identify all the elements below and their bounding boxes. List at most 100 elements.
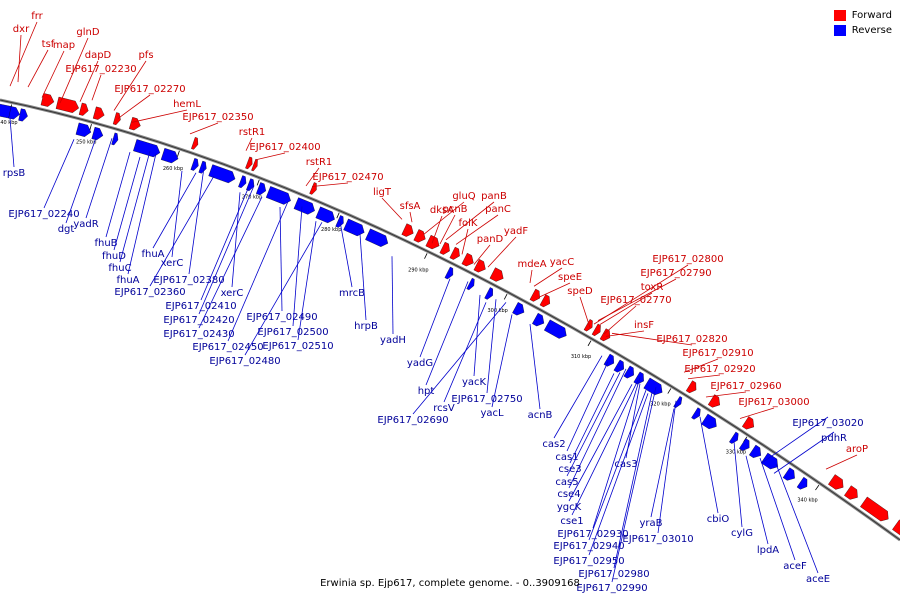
reverse-gene-block[interactable] bbox=[91, 126, 105, 141]
reverse-gene-block[interactable] bbox=[603, 353, 617, 368]
reverse-gene-block[interactable] bbox=[315, 206, 337, 225]
forward-gene-label[interactable]: pcnB bbox=[442, 204, 467, 215]
reverse-gene-label[interactable]: EJP617_02490 bbox=[246, 312, 317, 323]
reverse-gene-block[interactable] bbox=[623, 365, 637, 380]
reverse-gene-block[interactable] bbox=[133, 139, 161, 158]
reverse-gene-block[interactable] bbox=[739, 438, 752, 452]
reverse-gene-block[interactable] bbox=[444, 266, 456, 280]
forward-gene-label[interactable]: map bbox=[53, 40, 75, 51]
forward-gene-label[interactable]: EJP617_02920 bbox=[684, 364, 755, 375]
reverse-gene-label[interactable]: EJP617_03020 bbox=[792, 418, 863, 429]
forward-gene-block[interactable] bbox=[413, 229, 428, 244]
reverse-gene-label[interactable]: EJP617_02510 bbox=[262, 341, 333, 352]
reverse-gene-block[interactable] bbox=[8, 106, 21, 120]
reverse-gene-block[interactable] bbox=[729, 431, 741, 445]
forward-gene-label[interactable]: tsf bbox=[42, 39, 55, 50]
forward-gene-block[interactable] bbox=[401, 223, 416, 239]
forward-gene-block[interactable] bbox=[55, 96, 80, 114]
forward-gene-label[interactable]: EJP617_02270 bbox=[114, 84, 185, 95]
reverse-gene-block[interactable] bbox=[365, 228, 390, 249]
reverse-gene-label[interactable]: aceF bbox=[783, 561, 807, 572]
forward-gene-block[interactable] bbox=[449, 246, 463, 261]
reverse-gene-block[interactable] bbox=[701, 413, 719, 432]
reverse-gene-label[interactable]: fhuB bbox=[94, 238, 117, 249]
reverse-gene-block[interactable] bbox=[111, 132, 120, 146]
reverse-gene-block[interactable] bbox=[75, 122, 93, 138]
reverse-gene-label[interactable]: dgt bbox=[58, 224, 75, 235]
forward-gene-label[interactable]: rstR1 bbox=[306, 157, 333, 168]
reverse-gene-label[interactable]: cse1 bbox=[560, 516, 583, 527]
reverse-gene-label[interactable]: EJP617_03010 bbox=[622, 534, 693, 545]
reverse-gene-block[interactable] bbox=[691, 407, 702, 421]
reverse-gene-block[interactable] bbox=[256, 182, 268, 196]
reverse-gene-block[interactable] bbox=[238, 175, 248, 189]
reverse-gene-label[interactable]: ygcK bbox=[557, 502, 582, 513]
reverse-gene-label[interactable]: EJP617_02360 bbox=[114, 287, 185, 298]
reverse-gene-label[interactable]: fhuA bbox=[116, 275, 139, 286]
reverse-gene-block[interactable] bbox=[198, 160, 209, 174]
reverse-gene-label[interactable]: EJP617_02380 bbox=[153, 275, 224, 286]
reverse-gene-label[interactable]: cas1 bbox=[555, 452, 578, 463]
reverse-gene-label[interactable]: EJP617_02950 bbox=[553, 556, 624, 567]
forward-gene-block[interactable] bbox=[707, 394, 723, 410]
forward-gene-label[interactable]: EJP617_02230 bbox=[65, 64, 136, 75]
reverse-gene-block[interactable] bbox=[760, 452, 781, 472]
forward-gene-label[interactable]: glnD bbox=[76, 27, 99, 38]
reverse-gene-label[interactable]: EJP617_02500 bbox=[257, 327, 328, 338]
reverse-gene-label[interactable]: xerC bbox=[161, 258, 184, 269]
forward-gene-label[interactable]: folK bbox=[459, 218, 478, 229]
reverse-gene-block[interactable] bbox=[246, 178, 256, 192]
reverse-gene-label[interactable]: EJP617_02930 bbox=[557, 529, 628, 540]
forward-gene-block[interactable] bbox=[461, 252, 476, 268]
forward-gene-block[interactable] bbox=[251, 158, 259, 172]
forward-gene-label[interactable]: toxR bbox=[641, 282, 664, 293]
forward-gene-label[interactable]: EJP617_02400 bbox=[249, 142, 320, 153]
forward-gene-label[interactable]: yacC bbox=[550, 257, 575, 268]
forward-gene-label[interactable]: yadF bbox=[504, 226, 528, 237]
forward-gene-label[interactable]: gluQ bbox=[452, 191, 475, 202]
reverse-gene-label[interactable]: yacK bbox=[462, 377, 487, 388]
reverse-gene-label[interactable]: xerC bbox=[221, 288, 244, 299]
reverse-gene-label[interactable]: yacL bbox=[480, 408, 504, 419]
forward-gene-block[interactable] bbox=[583, 319, 595, 332]
reverse-gene-block[interactable] bbox=[532, 312, 547, 328]
forward-gene-block[interactable] bbox=[539, 294, 553, 309]
reverse-gene-block[interactable] bbox=[293, 197, 317, 217]
forward-gene-block[interactable] bbox=[40, 93, 55, 107]
reverse-gene-label[interactable]: fhuA bbox=[141, 249, 164, 260]
forward-gene-block[interactable] bbox=[860, 496, 891, 524]
forward-gene-label[interactable]: speD bbox=[567, 286, 593, 297]
forward-gene-block[interactable] bbox=[489, 267, 506, 284]
forward-gene-label[interactable]: EJP617_03000 bbox=[738, 397, 809, 408]
reverse-gene-label[interactable]: EJP617_02430 bbox=[163, 329, 234, 340]
reverse-gene-block[interactable] bbox=[343, 218, 367, 238]
reverse-gene-label[interactable]: cylG bbox=[731, 528, 753, 539]
reverse-gene-block[interactable] bbox=[748, 444, 764, 461]
reverse-gene-label[interactable]: EJP617_02990 bbox=[576, 583, 647, 594]
reverse-gene-label[interactable]: yadR bbox=[73, 219, 98, 230]
forward-gene-block[interactable] bbox=[828, 474, 846, 492]
reverse-gene-label[interactable]: EJP617_02750 bbox=[451, 394, 522, 405]
reverse-gene-block[interactable] bbox=[633, 371, 647, 386]
forward-gene-label[interactable]: sfsA bbox=[400, 201, 421, 212]
reverse-gene-label[interactable]: fhuC bbox=[108, 263, 131, 274]
reverse-gene-label[interactable]: rpsB bbox=[3, 168, 26, 179]
forward-gene-block[interactable] bbox=[92, 106, 106, 121]
forward-gene-label[interactable]: rstR1 bbox=[239, 127, 266, 138]
forward-gene-label[interactable]: dksA bbox=[430, 205, 454, 216]
forward-gene-label[interactable]: aroP bbox=[846, 444, 868, 455]
reverse-gene-label[interactable]: EJP617_02480 bbox=[209, 356, 280, 367]
forward-gene-block[interactable] bbox=[892, 519, 900, 539]
reverse-gene-label[interactable]: cas2 bbox=[542, 439, 565, 450]
reverse-gene-label[interactable]: aceE bbox=[806, 574, 830, 585]
forward-gene-block[interactable] bbox=[128, 117, 142, 131]
reverse-gene-label[interactable]: cbiO bbox=[707, 514, 730, 525]
reverse-gene-label[interactable]: EJP617_02690 bbox=[377, 415, 448, 426]
forward-gene-label[interactable]: ligT bbox=[373, 187, 392, 198]
forward-gene-label[interactable]: EJP617_02470 bbox=[312, 172, 383, 183]
forward-gene-label[interactable]: panD bbox=[477, 234, 504, 245]
forward-gene-block[interactable] bbox=[591, 323, 603, 337]
reverse-gene-label[interactable]: cse4 bbox=[557, 489, 580, 500]
reverse-gene-label[interactable]: cas3 bbox=[614, 459, 637, 470]
reverse-gene-label[interactable]: lpdA bbox=[757, 545, 779, 556]
